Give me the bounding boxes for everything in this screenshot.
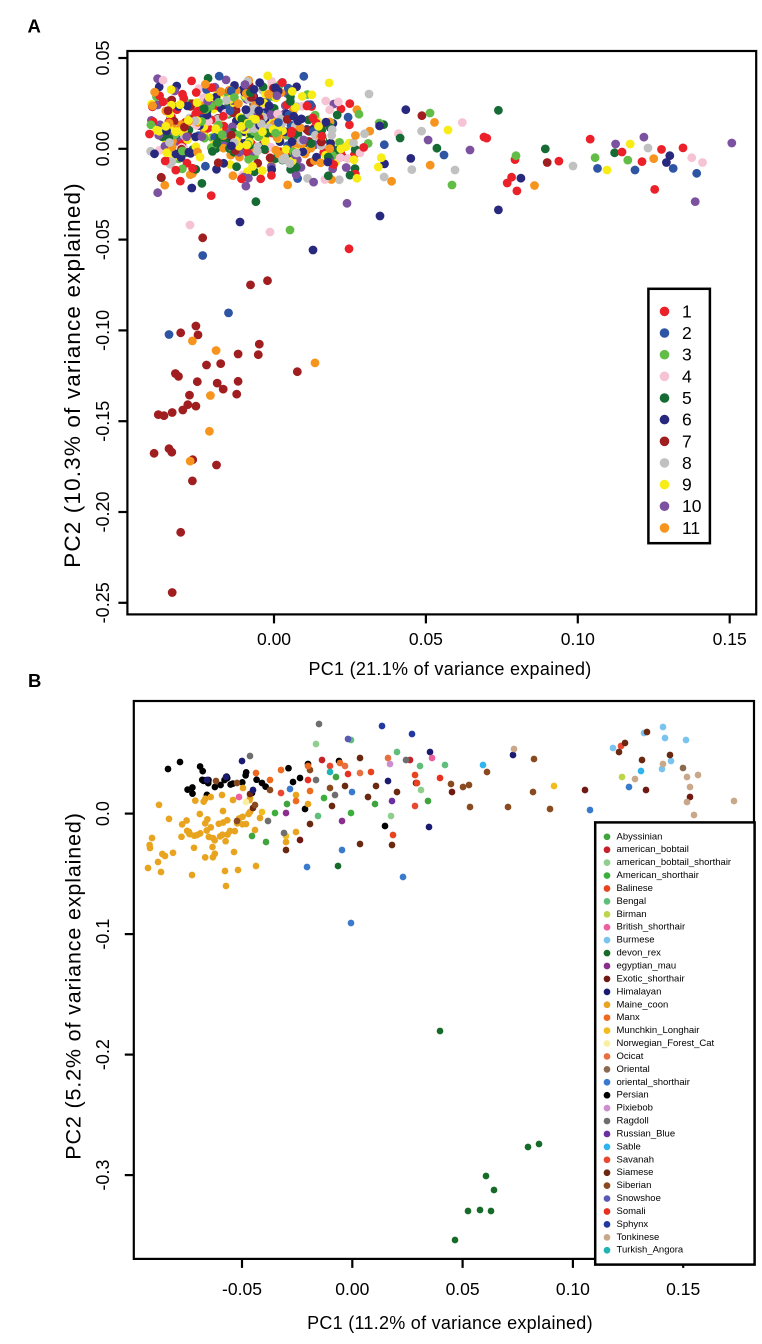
svg-text:Norwegian_Forest_Cat: Norwegian_Forest_Cat	[617, 1038, 715, 1049]
svg-text:11: 11	[682, 518, 700, 538]
svg-text:american_bobtail: american_bobtail	[617, 844, 689, 855]
svg-text:0.05: 0.05	[446, 1279, 480, 1299]
svg-text:0.15: 0.15	[713, 629, 747, 649]
svg-text:-0.20: -0.20	[93, 491, 113, 532]
svg-text:PC2 (10.3% of variance explain: PC2 (10.3% of variance explained)	[60, 182, 85, 568]
svg-text:0.10: 0.10	[556, 1279, 590, 1299]
svg-text:0.00: 0.00	[93, 131, 113, 166]
svg-text:6: 6	[682, 410, 692, 430]
svg-text:10: 10	[682, 496, 702, 516]
svg-text:Maine_coon: Maine_coon	[617, 999, 669, 1010]
svg-text:Oriental: Oriental	[617, 1064, 650, 1075]
svg-text:-0.15: -0.15	[93, 401, 113, 442]
svg-text:-0.3: -0.3	[93, 1160, 113, 1191]
svg-text:-0.1: -0.1	[93, 919, 113, 950]
svg-text:0.00: 0.00	[335, 1279, 369, 1299]
svg-text:Burmese: Burmese	[617, 935, 655, 946]
svg-text:Birman: Birman	[617, 909, 647, 920]
svg-text:Siberian: Siberian	[617, 1180, 652, 1191]
svg-text:egyptian_mau: egyptian_mau	[617, 961, 677, 972]
svg-text:Munchkin_Longhair: Munchkin_Longhair	[617, 1025, 700, 1036]
svg-text:0.10: 0.10	[561, 629, 595, 649]
svg-text:Pixiebob: Pixiebob	[617, 1103, 653, 1114]
svg-text:American_shorthair: American_shorthair	[617, 870, 699, 881]
svg-text:Ocicat: Ocicat	[617, 1051, 644, 1062]
svg-text:0.05: 0.05	[93, 40, 113, 75]
svg-text:Sphynx: Sphynx	[617, 1219, 649, 1230]
svg-text:0.0: 0.0	[93, 801, 113, 826]
svg-text:Tonkinese: Tonkinese	[617, 1232, 660, 1243]
svg-text:Himalayan: Himalayan	[617, 986, 662, 997]
svg-text:2: 2	[682, 323, 692, 343]
svg-text:B: B	[28, 670, 41, 691]
svg-text:8: 8	[682, 453, 692, 473]
svg-text:PC1 (21.1% of variance expaine: PC1 (21.1% of variance expained)	[308, 659, 591, 679]
svg-text:Persian: Persian	[617, 1090, 649, 1101]
svg-text:0.15: 0.15	[666, 1279, 700, 1299]
svg-text:PC1 (11.2% of variance explain: PC1 (11.2% of variance explained)	[307, 1313, 593, 1333]
svg-text:4: 4	[682, 366, 692, 386]
svg-text:Russian_Blue: Russian_Blue	[617, 1128, 676, 1139]
svg-text:A: A	[28, 16, 41, 37]
svg-text:-0.05: -0.05	[222, 1279, 262, 1299]
svg-text:Somali: Somali	[617, 1206, 646, 1217]
svg-text:Snowshoe: Snowshoe	[617, 1193, 661, 1204]
svg-text:-0.05: -0.05	[93, 219, 113, 260]
svg-text:3: 3	[682, 345, 692, 365]
svg-text:Exotic_shorthair: Exotic_shorthair	[617, 973, 685, 984]
svg-text:5: 5	[682, 388, 692, 408]
svg-text:Turkish_Angora: Turkish_Angora	[617, 1245, 684, 1256]
svg-text:oriental_shorthair: oriental_shorthair	[617, 1077, 690, 1088]
svg-text:Savanah: Savanah	[617, 1154, 655, 1165]
svg-text:Manx: Manx	[617, 1012, 640, 1023]
svg-text:PC2 (5.2% of variance explaine: PC2 (5.2% of variance explained)	[62, 812, 86, 1160]
svg-text:Bengal: Bengal	[617, 896, 647, 907]
svg-text:Balinese: Balinese	[617, 883, 653, 894]
svg-text:Abyssinian: Abyssinian	[617, 831, 663, 842]
svg-text:British_shorthair: British_shorthair	[617, 922, 686, 933]
svg-text:-0.25: -0.25	[93, 582, 113, 623]
svg-text:7: 7	[682, 431, 692, 451]
svg-text:-0.10: -0.10	[93, 310, 113, 351]
svg-text:Ragdoll: Ragdoll	[617, 1116, 649, 1127]
svg-text:1: 1	[682, 301, 692, 321]
svg-text:9: 9	[682, 475, 692, 495]
svg-text:0.05: 0.05	[409, 629, 443, 649]
svg-text:Sable: Sable	[617, 1141, 641, 1152]
svg-text:Siamese: Siamese	[617, 1167, 654, 1178]
svg-text:-0.2: -0.2	[93, 1039, 113, 1070]
svg-text:0.00: 0.00	[257, 629, 291, 649]
svg-text:american_bobtail_shorthair: american_bobtail_shorthair	[617, 857, 732, 868]
svg-text:devon_rex: devon_rex	[617, 948, 662, 959]
